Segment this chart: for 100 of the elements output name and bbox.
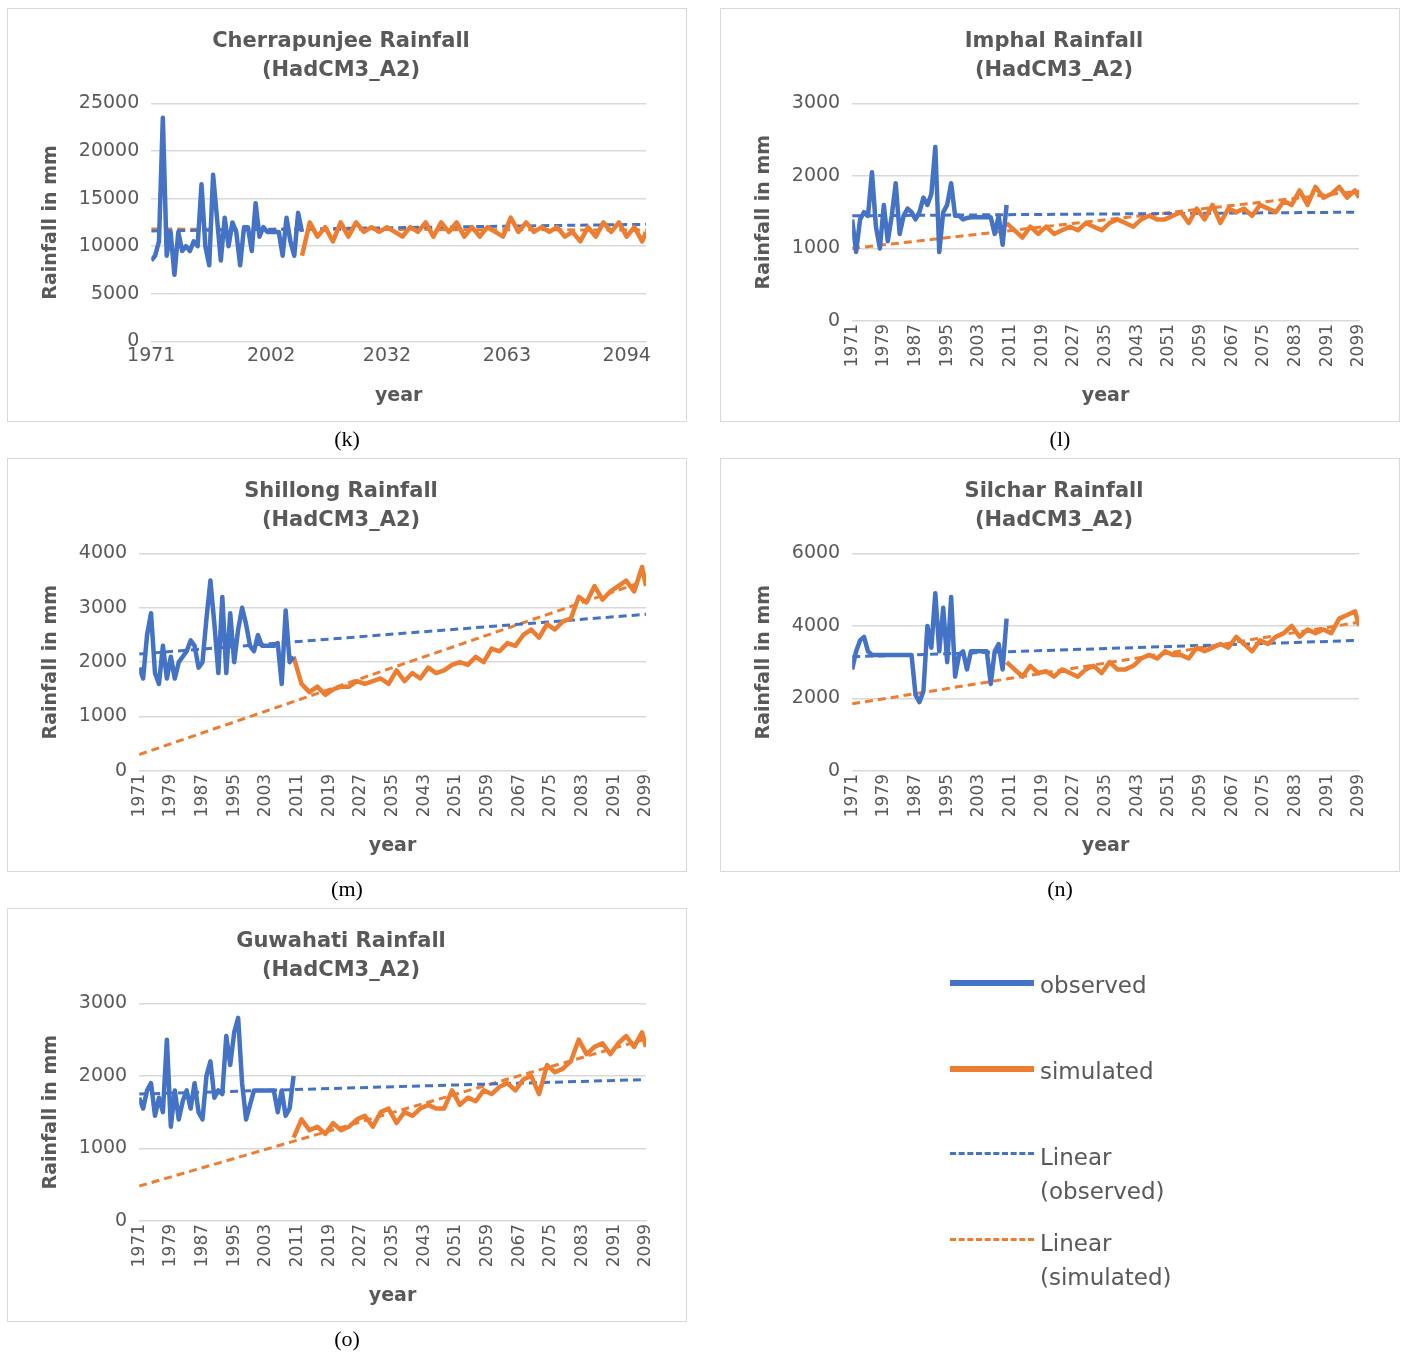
x-tick-label: 1979 xyxy=(159,1223,180,1268)
x-tick-label: 2075 xyxy=(1252,773,1273,818)
y-axis-title: Rainfall in mm xyxy=(38,584,61,740)
x-tick-label: 2059 xyxy=(476,773,497,818)
x-tick-label: 2019 xyxy=(1030,323,1051,368)
y-tick-label: 1000 xyxy=(78,1135,128,1158)
x-tick-label: 2003 xyxy=(254,773,275,818)
x-tick-label: 2003 xyxy=(967,323,988,368)
legend-label: observed xyxy=(1040,971,1148,1000)
x-tick-label: 2059 xyxy=(476,1223,497,1268)
y-tick-label: 3000 xyxy=(791,90,841,113)
y-tick-label: 4000 xyxy=(78,540,128,563)
legend-label: Linear (observed) xyxy=(1040,1143,1166,1206)
x-tick-label: 2091 xyxy=(602,1223,623,1268)
y-tick-label: 20000 xyxy=(78,137,140,160)
x-tick-label: 2003 xyxy=(967,773,988,818)
chart-subtitle: (HadCM3_A2) xyxy=(974,57,1134,82)
chart-subtitle: (HadCM3_A2) xyxy=(261,57,421,82)
x-tick-label: 1995 xyxy=(222,1223,243,1268)
x-tick-label: 2035 xyxy=(381,773,401,818)
x-axis-title: year xyxy=(1081,832,1130,855)
x-tick-label: 2011 xyxy=(998,773,1019,818)
x-tick-label: 1987 xyxy=(190,1223,211,1268)
x-tick-label: 2099 xyxy=(1347,323,1368,368)
chart-title: Cherrapunjee Rainfall xyxy=(212,28,470,53)
x-tick-label: 1995 xyxy=(222,773,243,818)
y-tick-label: 15000 xyxy=(78,185,140,208)
x-tick-label: 2011 xyxy=(998,323,1019,368)
y-tick-label: 1000 xyxy=(78,703,128,726)
x-tick-label: 2091 xyxy=(1315,323,1336,368)
x-axis-title: year xyxy=(368,1282,417,1305)
x-tick-label: 2067 xyxy=(507,1223,528,1268)
y-axis-title: Rainfall in mm xyxy=(38,145,61,300)
y-tick-label: 3000 xyxy=(78,594,128,617)
x-tick-label: 2075 xyxy=(539,1223,560,1268)
y-tick-label: 0 xyxy=(115,1207,128,1230)
y-tick-label: 3000 xyxy=(78,990,128,1013)
y-tick-label: 4000 xyxy=(791,612,841,635)
y-tick-label: 2000 xyxy=(78,649,128,672)
x-tick-label: 2027 xyxy=(1062,773,1083,818)
y-tick-label: 2000 xyxy=(78,1062,128,1085)
x-tick-label: 2063 xyxy=(482,342,532,365)
y-axis-title: Rainfall in mm xyxy=(38,1034,61,1190)
text: (k) xyxy=(333,426,361,452)
x-tick-label: 2075 xyxy=(1252,323,1273,368)
x-tick-label: 2027 xyxy=(349,1223,370,1268)
x-tick-label: 2083 xyxy=(571,773,592,818)
y-tick-label: 0 xyxy=(828,307,841,330)
x-tick-label: 2067 xyxy=(1220,773,1241,818)
x-tick-label: 2067 xyxy=(507,773,528,818)
x-tick-label: 2083 xyxy=(1284,323,1305,368)
chart-title: Silchar Rainfall xyxy=(964,478,1144,503)
y-tick-label: 2000 xyxy=(791,685,841,708)
x-tick-label: 2043 xyxy=(412,773,433,818)
x-tick-label: 2043 xyxy=(412,1223,433,1268)
x-tick-label: 2059 xyxy=(1189,323,1210,368)
y-tick-label: 5000 xyxy=(90,280,140,303)
x-tick-label: 2011 xyxy=(285,773,306,818)
x-tick-label: 2043 xyxy=(1125,323,1146,368)
x-tick-label: 2094 xyxy=(602,342,651,365)
x-tick-label: 1971 xyxy=(127,1223,148,1268)
x-tick-label: 1995 xyxy=(935,773,956,818)
y-axis-title: Rainfall in mm xyxy=(751,584,774,740)
text: (n) xyxy=(1046,876,1074,902)
x-axis-title: year xyxy=(368,832,417,855)
x-tick-label: 2027 xyxy=(1062,323,1083,368)
x-tick-label: 2003 xyxy=(254,1223,275,1268)
y-tick-label: 25000 xyxy=(78,90,140,113)
chart-subtitle: (HadCM3_A2) xyxy=(261,507,421,532)
x-tick-label: 1971 xyxy=(840,773,861,818)
chart-title: Guwahati Rainfall xyxy=(236,928,446,953)
x-tick-label: 2035 xyxy=(1094,323,1114,368)
x-tick-label: 2019 xyxy=(317,1223,338,1268)
x-tick-label: 2059 xyxy=(1189,773,1210,818)
y-tick-label: 0 xyxy=(828,757,841,780)
x-tick-label: 2067 xyxy=(1220,323,1241,368)
y-tick-label: 2000 xyxy=(791,162,841,185)
chart-title: Shillong Rainfall xyxy=(244,478,438,503)
x-tick-label: 2051 xyxy=(444,773,465,818)
x-tick-label: 2027 xyxy=(349,773,370,818)
x-axis-title: year xyxy=(1081,382,1130,405)
x-tick-label: 1995 xyxy=(935,323,956,368)
x-tick-label: 2035 xyxy=(1094,773,1114,818)
chart-title: Imphal Rainfall xyxy=(964,28,1144,53)
x-tick-label: 1987 xyxy=(903,323,924,368)
x-tick-label: 1987 xyxy=(903,773,924,818)
x-tick-label: 1971 xyxy=(840,323,861,368)
y-tick-label: 0 xyxy=(115,757,128,780)
y-tick-label: 1000 xyxy=(791,235,841,258)
chart-subtitle: (HadCM3_A2) xyxy=(974,507,1134,532)
x-tick-label: 1979 xyxy=(872,773,893,818)
x-tick-label: 2002 xyxy=(246,342,296,365)
legend-label: Linear (simulated) xyxy=(1040,1229,1172,1292)
x-tick-label: 2099 xyxy=(634,1223,655,1268)
y-tick-label: 10000 xyxy=(78,233,140,256)
text: (o) xyxy=(333,1326,361,1352)
x-tick-label: 2019 xyxy=(317,773,338,818)
x-tick-label: 2083 xyxy=(1284,773,1305,818)
text: (m) xyxy=(330,876,364,902)
chart-subtitle: (HadCM3_A2) xyxy=(261,957,421,982)
